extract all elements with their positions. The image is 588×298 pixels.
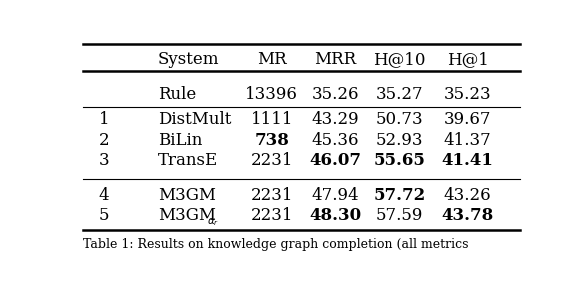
Text: H@10: H@10 (373, 51, 426, 68)
Text: MRR: MRR (315, 51, 356, 68)
Text: H@1: H@1 (447, 51, 489, 68)
Text: 57.72: 57.72 (373, 187, 426, 204)
Text: 35.23: 35.23 (444, 86, 492, 103)
Text: 57.59: 57.59 (376, 207, 423, 224)
Text: 13396: 13396 (245, 86, 298, 103)
Text: DistMult: DistMult (158, 111, 231, 128)
Text: 738: 738 (254, 132, 289, 149)
Text: 35.26: 35.26 (312, 86, 359, 103)
Text: M3GM: M3GM (158, 187, 216, 204)
Text: 50.73: 50.73 (376, 111, 423, 128)
Text: M3GM: M3GM (158, 207, 216, 224)
Text: 1111: 1111 (250, 111, 293, 128)
Text: MR: MR (257, 51, 286, 68)
Text: Rule: Rule (158, 86, 196, 103)
Text: 4: 4 (99, 187, 109, 204)
Text: BiLin: BiLin (158, 132, 202, 149)
Text: 46.07: 46.07 (309, 152, 362, 169)
Text: 43.78: 43.78 (442, 207, 494, 224)
Text: 43.29: 43.29 (312, 111, 359, 128)
Text: 2: 2 (99, 132, 109, 149)
Text: 2231: 2231 (250, 187, 293, 204)
Text: TransE: TransE (158, 152, 218, 169)
Text: 41.37: 41.37 (444, 132, 492, 149)
Text: 52.93: 52.93 (376, 132, 423, 149)
Text: 1: 1 (99, 111, 109, 128)
Text: 48.30: 48.30 (309, 207, 362, 224)
Text: 2231: 2231 (250, 152, 293, 169)
Text: $\alpha_r$: $\alpha_r$ (207, 216, 219, 227)
Text: 45.36: 45.36 (312, 132, 359, 149)
Text: 43.26: 43.26 (444, 187, 492, 204)
Text: 55.65: 55.65 (373, 152, 425, 169)
Text: Table 1: Results on knowledge graph completion (all metrics: Table 1: Results on knowledge graph comp… (82, 238, 468, 251)
Text: 41.41: 41.41 (442, 152, 493, 169)
Text: 47.94: 47.94 (312, 187, 359, 204)
Text: 5: 5 (99, 207, 109, 224)
Text: 2231: 2231 (250, 207, 293, 224)
Text: System: System (158, 51, 219, 68)
Text: 3: 3 (99, 152, 109, 169)
Text: 35.27: 35.27 (376, 86, 423, 103)
Text: 39.67: 39.67 (444, 111, 492, 128)
